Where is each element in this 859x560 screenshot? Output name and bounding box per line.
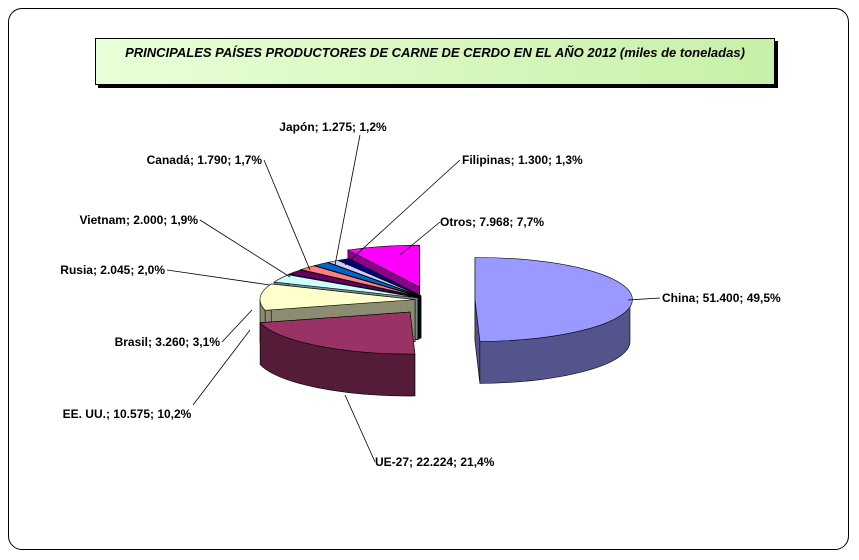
data-label: Canadá; 1.790; 1,7% (146, 153, 262, 167)
leader-line (263, 159, 311, 271)
leader-line (344, 159, 461, 266)
leader-line (627, 297, 661, 301)
slice (346, 244, 421, 288)
slice (299, 265, 420, 297)
data-label: Otros; 7.968; 7,7% (440, 215, 545, 229)
slice (259, 311, 416, 355)
data-label: Vietnam; 2.000; 1,9% (79, 213, 198, 227)
leader-line (344, 394, 376, 463)
slice (474, 257, 633, 342)
data-label: UE-27; 22.224; 21,4% (375, 455, 495, 469)
data-label: EE. UU.; 10.575; 10,2% (62, 407, 192, 421)
slice (313, 262, 420, 297)
leader-line (199, 219, 291, 278)
slice (287, 269, 419, 298)
leader-line (334, 134, 361, 266)
data-label: Filipinas; 1.300; 1,3% (462, 153, 583, 167)
leader-line (192, 329, 251, 406)
leader-line (166, 269, 271, 286)
slice (327, 260, 421, 297)
chart-title: PRINCIPALES PAÍSES PRODUCTORES DE CARNE … (95, 38, 775, 85)
data-label: Brasil; 3.260; 3,1% (114, 335, 220, 349)
leader-line (399, 221, 441, 256)
slice (273, 274, 418, 299)
data-label: Japón; 1.275; 1,2% (279, 120, 387, 134)
data-label: Rusia; 2.045; 2,0% (60, 263, 165, 277)
slice (337, 258, 422, 297)
leader-line (221, 309, 253, 343)
chart-frame (8, 8, 849, 550)
data-label: China; 51.400; 49,5% (662, 291, 781, 305)
slice (259, 283, 416, 311)
